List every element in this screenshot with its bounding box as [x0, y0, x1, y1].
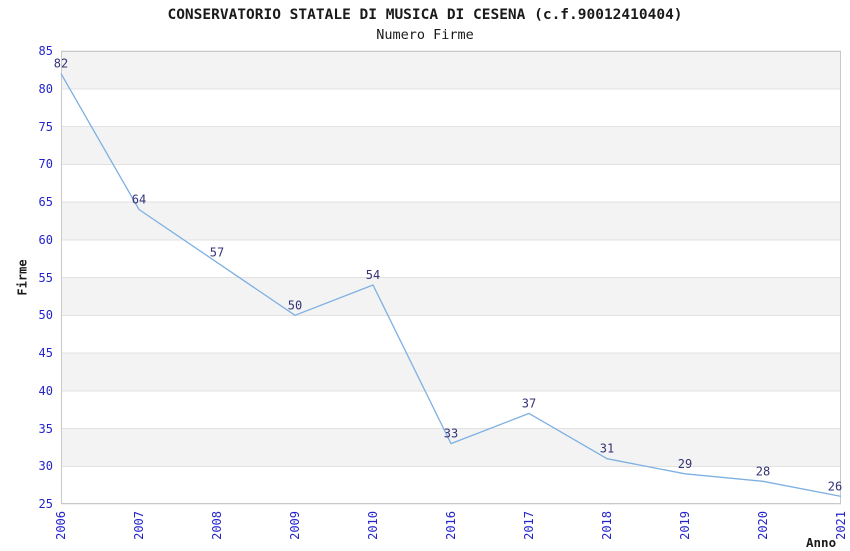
- x-tick-label: 2016: [444, 511, 458, 540]
- data-point-label: 82: [54, 57, 68, 71]
- y-tick-label: 50: [38, 308, 53, 323]
- data-point-label: 28: [756, 464, 770, 478]
- x-tick-label: 2017: [522, 511, 536, 540]
- y-tick-label: 80: [38, 81, 53, 96]
- chart-subtitle: Numero Firme: [376, 27, 474, 43]
- plot-band: [61, 428, 841, 467]
- y-tick-label: 85: [38, 44, 53, 58]
- y-tick-label: 55: [38, 270, 53, 285]
- x-tick-label: 2009: [288, 511, 302, 540]
- x-tick-label: 2021: [834, 511, 848, 540]
- y-tick-label: 60: [38, 232, 53, 247]
- plot-canvas: 82 64 57 50 54 33 37 31 29 28 26: [54, 50, 842, 505]
- y-tick-label: 75: [38, 119, 53, 134]
- x-tick-label: 2018: [600, 511, 614, 540]
- data-point-label: 31: [600, 442, 614, 456]
- data-point-label: 57: [210, 245, 224, 259]
- x-tick-label: 2010: [366, 511, 380, 540]
- x-axis-title: Anno: [806, 535, 837, 550]
- y-tick-label: 25: [38, 497, 53, 511]
- x-tick-label: 2006: [54, 511, 68, 540]
- trend-line: [60, 73, 842, 498]
- x-tick-label: 2020: [756, 511, 770, 540]
- plot-band: [61, 353, 841, 391]
- plot-band: [61, 277, 841, 316]
- data-point-label: 29: [678, 457, 692, 471]
- x-tick-label: 2007: [132, 511, 146, 540]
- plot-border: [61, 51, 841, 504]
- y-tick-label: 35: [38, 421, 53, 436]
- y-tick-label: 40: [38, 383, 53, 398]
- plot-area: 82 64 57 50 54 33 37 31 29 28 26: [54, 50, 842, 505]
- y-tick-label: 70: [38, 157, 53, 172]
- y-tick-label: 30: [38, 459, 53, 474]
- y-tick-label: 45: [38, 346, 53, 360]
- x-tick-label: 2019: [678, 511, 692, 540]
- data-point-label: 37: [522, 396, 536, 410]
- data-point-label: 54: [366, 268, 380, 282]
- chart-title: CONSERVATORIO STATALE DI MUSICA DI CESEN…: [167, 7, 683, 23]
- plot-band: [61, 202, 841, 240]
- x-tick-label: 2008: [210, 511, 224, 540]
- data-point-label: 64: [132, 193, 146, 207]
- data-point-label: 50: [288, 298, 302, 312]
- y-tick-label: 65: [38, 195, 53, 209]
- data-point-label: 33: [444, 427, 458, 441]
- data-point-label: 26: [828, 479, 842, 493]
- plot-band: [61, 51, 841, 89]
- plot-band: [61, 126, 841, 165]
